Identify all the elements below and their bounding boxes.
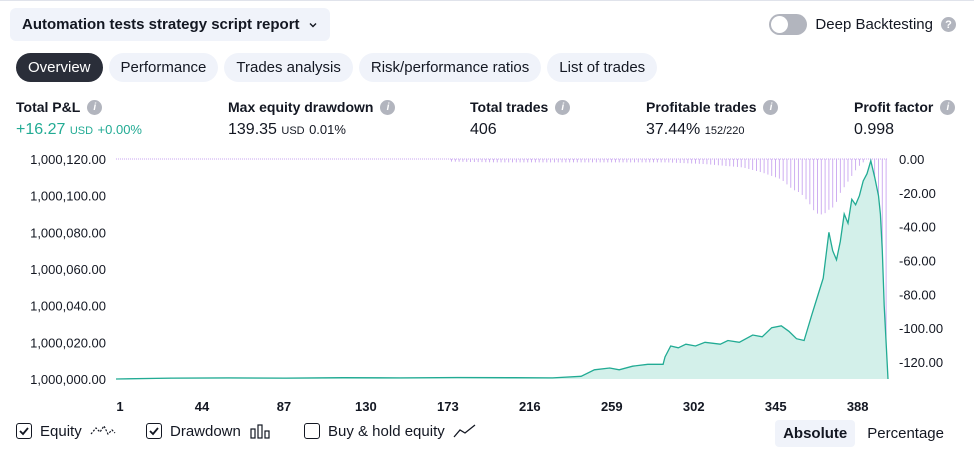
x-tick-label: 1	[116, 399, 123, 414]
y-tick-label-left: 1,000,040.00	[30, 299, 106, 314]
y-tick-label-right: -20.00	[899, 186, 936, 201]
metric-value: 139.35	[228, 121, 277, 138]
metric-unit: USD	[281, 125, 305, 137]
bar-chart-icon	[250, 424, 270, 439]
report-title: Automation tests strategy script report	[22, 16, 300, 33]
metric-value: 0.998	[854, 121, 895, 138]
legend-drawdown[interactable]: Drawdown	[146, 422, 271, 440]
y-tick-label-left: 1,000,020.00	[30, 335, 106, 350]
info-icon[interactable]: i	[940, 99, 956, 115]
top-divider	[0, 0, 974, 1]
metric-total-trades: Total trades i 406	[470, 99, 571, 139]
deep-backtesting-label: Deep Backtesting	[815, 16, 933, 33]
checkbox-buy-hold-equity[interactable]	[304, 423, 320, 439]
x-tick-label: 216	[519, 399, 541, 414]
y-tick-label-right: -80.00	[899, 287, 936, 302]
metric-label: Profitable trades	[646, 99, 757, 115]
x-tick-label: 388	[847, 399, 869, 414]
checkbox-equity[interactable]	[16, 423, 32, 439]
metric-sub: 0.01%	[309, 122, 346, 137]
report-tabs: Overview Performance Trades analysis Ris…	[16, 53, 658, 82]
y-tick-label-left: 1,000,060.00	[30, 262, 106, 277]
report-title-dropdown[interactable]: Automation tests strategy script report	[10, 8, 330, 41]
metric-value: +16.27	[16, 121, 66, 138]
legend-label: Equity	[40, 422, 82, 440]
y-tick-label-right: -100.00	[899, 321, 943, 336]
metric-label: Profit factor	[854, 99, 934, 115]
x-tick-label: 87	[277, 399, 291, 414]
metric-max-drawdown: Max equity drawdown i 139.35 USD 0.01%	[228, 99, 396, 139]
y-tick-label-left: 1,000,100.00	[30, 189, 106, 204]
tab-performance[interactable]: Performance	[108, 53, 219, 82]
legend-equity[interactable]: Equity	[16, 422, 116, 440]
metric-label: Max equity drawdown	[228, 99, 374, 115]
x-tick-label: 345	[765, 399, 787, 414]
deep-backtesting-toggle[interactable]	[769, 14, 808, 35]
y-tick-label-right: 0.00	[899, 152, 924, 167]
tab-overview[interactable]: Overview	[16, 53, 103, 82]
metric-value: 406	[470, 121, 497, 138]
view-mode-switch: Absolute Percentage	[775, 420, 952, 447]
trend-line-icon	[453, 424, 476, 438]
y-tick-label-left: 1,000,000.00	[30, 372, 106, 387]
tab-list-of-trades[interactable]: List of trades	[547, 53, 658, 82]
tab-trades-analysis[interactable]: Trades analysis	[224, 53, 353, 82]
metric-sub: 152/220	[704, 125, 745, 137]
metric-profit-factor: Profit factor i 0.998	[854, 99, 956, 139]
info-icon[interactable]: i	[763, 99, 779, 115]
equity-line-icon	[90, 424, 116, 436]
equity-drawdown-chart[interactable]: 1,000,120.00 1,000,100.00 1,000,080.00 1,00…	[0, 150, 974, 418]
metric-value: 37.44%	[646, 121, 701, 138]
percentage-button[interactable]: Percentage	[867, 425, 944, 442]
help-icon[interactable]: ?	[941, 17, 956, 32]
chevron-down-icon	[309, 22, 317, 27]
info-icon[interactable]: i	[87, 99, 103, 115]
metric-unit: USD	[69, 125, 94, 137]
tab-risk-performance-ratios[interactable]: Risk/performance ratios	[358, 53, 542, 82]
info-icon[interactable]: i	[380, 99, 396, 115]
y-tick-label-left: 1,000,120.00	[30, 152, 106, 167]
legend-label: Buy & hold equity	[328, 422, 445, 440]
metric-total-pnl: Total P&L i +16.27 USD +0.00%	[16, 99, 142, 139]
equity-area	[116, 160, 888, 379]
y-tick-label-right: -40.00	[899, 220, 936, 235]
metric-profitable-trades: Profitable trades i 37.44% 152/220	[646, 99, 779, 139]
x-tick-label: 302	[683, 399, 705, 414]
legend-label: Drawdown	[170, 422, 241, 440]
y-tick-label-right: -120.00	[899, 355, 943, 370]
x-tick-label: 173	[437, 399, 459, 414]
metric-label: Total P&L	[16, 99, 81, 115]
x-tick-label: 44	[195, 399, 210, 414]
metric-label: Total trades	[470, 99, 549, 115]
absolute-button[interactable]: Absolute	[775, 420, 856, 447]
checkbox-drawdown[interactable]	[146, 423, 162, 439]
x-tick-label: 259	[601, 399, 623, 414]
info-icon[interactable]: i	[555, 99, 571, 115]
legend-buy-hold[interactable]: Buy & hold equity	[304, 422, 477, 440]
metric-sub: +0.00%	[97, 122, 142, 137]
x-tick-label: 130	[355, 399, 377, 414]
deep-backtesting-control: Deep Backtesting ?	[769, 14, 956, 35]
equity-line	[115, 158, 889, 380]
y-tick-label-right: -60.00	[899, 254, 936, 269]
y-tick-label-left: 1,000,080.00	[30, 225, 106, 240]
